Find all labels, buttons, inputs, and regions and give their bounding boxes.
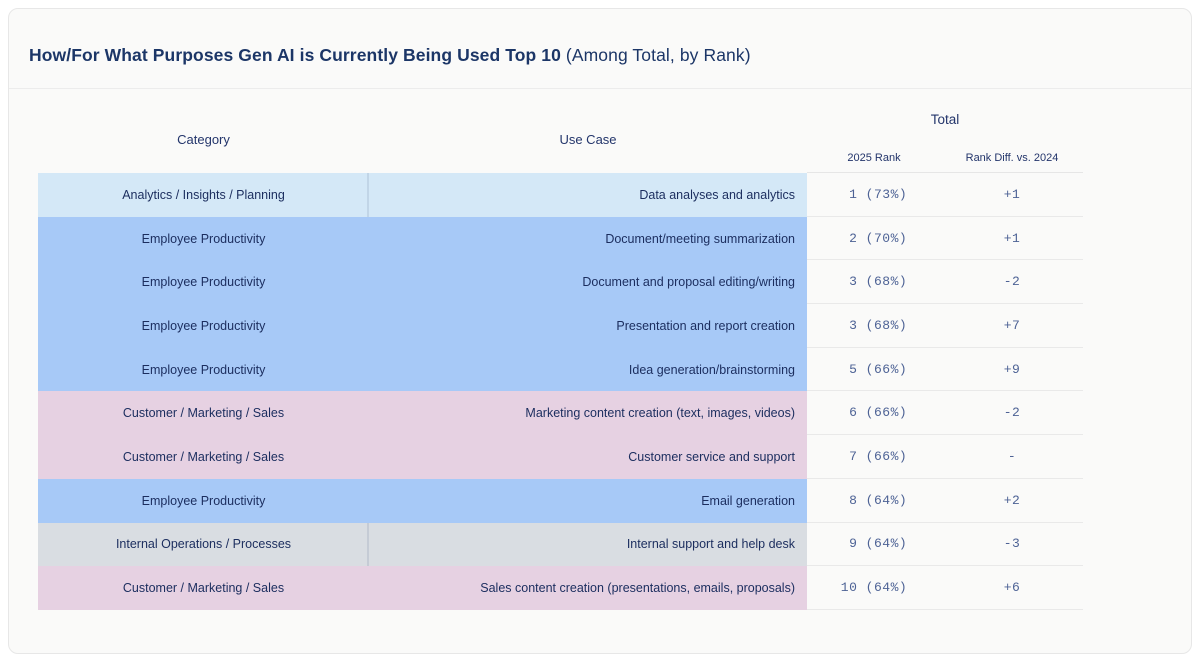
table-row: Analytics / Insights / Planning Data ana…	[38, 173, 1083, 217]
rank-diff-cell: +1	[941, 173, 1083, 217]
page-title-suffix: (Among Total, by Rank)	[560, 45, 751, 65]
category-cell: Employee Productivity	[38, 304, 369, 348]
table-row: Employee Productivity Idea generation/br…	[38, 347, 1083, 392]
category-cell: Customer / Marketing / Sales	[38, 566, 369, 610]
rank-cell: 9 (64%)	[807, 523, 941, 567]
column-header-use-case: Use Case	[559, 132, 617, 147]
table-row: Employee Productivity Document/meeting s…	[38, 216, 1083, 261]
use-case-cell: Document and proposal editing/writing	[369, 260, 807, 305]
rank-diff-cell: -	[941, 435, 1083, 479]
table-row: Customer / Marketing / Sales Marketing c…	[38, 391, 1083, 436]
rank-cell: 6 (66%)	[807, 391, 941, 436]
column-header-rank-diff: Rank Diff. vs. 2024	[965, 152, 1059, 164]
use-case-cell: Marketing content creation (text, images…	[369, 391, 807, 436]
use-case-cell: Document/meeting summarization	[369, 216, 807, 261]
category-cell: Internal Operations / Processes	[38, 522, 369, 567]
rank-cell: 8 (64%)	[807, 479, 941, 523]
rank-cell: 2 (70%)	[807, 217, 941, 261]
page-title: How/For What Purposes Gen AI is Currentl…	[29, 45, 751, 66]
use-case-cell: Customer service and support	[369, 435, 807, 479]
rank-diff-cell: -3	[941, 523, 1083, 567]
use-case-cell: Idea generation/brainstorming	[369, 347, 807, 392]
rank-cell: 1 (73%)	[807, 173, 941, 217]
table-row: Employee Productivity Email generation 8…	[38, 478, 1083, 523]
use-case-cell: Sales content creation (presentations, e…	[369, 566, 807, 610]
table-row: Employee Productivity Document and propo…	[38, 260, 1083, 305]
title-divider	[9, 88, 1191, 89]
rank-diff-cell: +6	[941, 566, 1083, 610]
ranking-table: Analytics / Insights / Planning Data ana…	[38, 173, 1083, 610]
use-case-cell: Internal support and help desk	[369, 522, 807, 567]
rank-diff-cell: +9	[941, 348, 1083, 392]
table-row: Internal Operations / Processes Internal…	[38, 522, 1083, 567]
category-cell: Employee Productivity	[38, 260, 369, 305]
category-cell: Employee Productivity	[38, 478, 369, 523]
rank-diff-cell: -2	[941, 260, 1083, 305]
column-header-total: Total	[930, 112, 960, 127]
column-header-2025-rank: 2025 Rank	[847, 152, 901, 164]
table-row: Customer / Marketing / Sales Sales conte…	[38, 566, 1083, 610]
rank-cell: 10 (64%)	[807, 566, 941, 610]
category-cell: Employee Productivity	[38, 347, 369, 392]
report-card: How/For What Purposes Gen AI is Currentl…	[8, 8, 1192, 654]
rank-diff-cell: +2	[941, 479, 1083, 523]
use-case-cell: Presentation and report creation	[369, 304, 807, 348]
table-row: Employee Productivity Presentation and r…	[38, 304, 1083, 348]
rank-cell: 7 (66%)	[807, 435, 941, 479]
rank-cell: 3 (68%)	[807, 260, 941, 305]
rank-diff-cell: -2	[941, 391, 1083, 436]
use-case-cell: Data analyses and analytics	[369, 173, 807, 217]
use-case-cell: Email generation	[369, 478, 807, 523]
rank-diff-cell: +1	[941, 217, 1083, 261]
page-title-main: How/For What Purposes Gen AI is Currentl…	[29, 45, 561, 65]
column-header-category: Category	[177, 132, 230, 147]
category-cell: Employee Productivity	[38, 216, 369, 261]
table-row: Customer / Marketing / Sales Customer se…	[38, 435, 1083, 479]
header-underline	[807, 172, 1083, 173]
rank-diff-cell: +7	[941, 304, 1083, 348]
rank-cell: 5 (66%)	[807, 348, 941, 392]
category-cell: Customer / Marketing / Sales	[38, 435, 369, 479]
category-cell: Customer / Marketing / Sales	[38, 391, 369, 436]
category-cell: Analytics / Insights / Planning	[38, 173, 369, 217]
rank-cell: 3 (68%)	[807, 304, 941, 348]
